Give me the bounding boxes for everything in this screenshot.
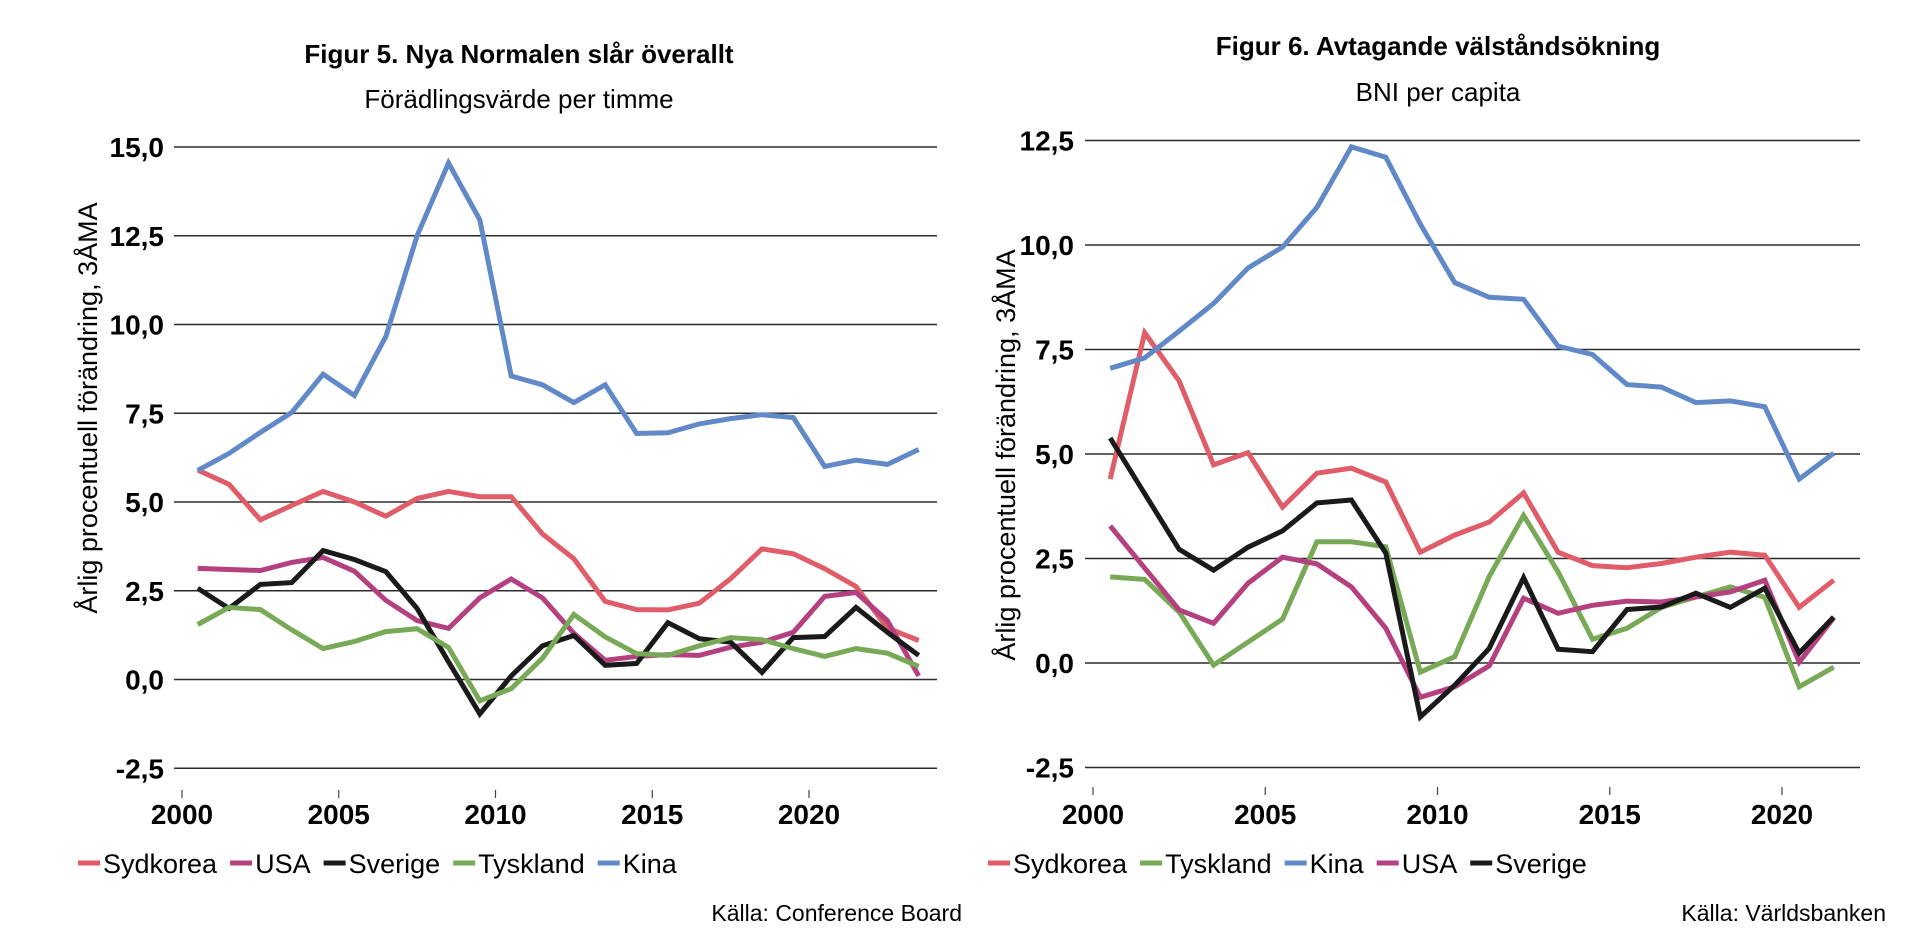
series-line-usa xyxy=(197,554,921,678)
legend-label: Kina xyxy=(1310,849,1365,879)
y-tick-label: 5,0 xyxy=(1035,439,1074,470)
x-tick-label: 2000 xyxy=(151,799,213,830)
y-tick-label: -2,5 xyxy=(116,753,164,784)
y-tick-label: 0,0 xyxy=(125,665,164,696)
legend-item-sydkorea: Sydkorea xyxy=(988,849,1128,879)
chart-figur-6: Figur 6. Avtagande välståndsökning BNI p… xyxy=(988,31,1886,926)
legend-item-tyskland: Tyskland xyxy=(1140,849,1272,879)
legend-label: USA xyxy=(1402,849,1458,879)
series-line-sverige xyxy=(196,547,921,719)
y-tick-label: 12,5 xyxy=(110,221,165,252)
legend-label: Sydkorea xyxy=(1013,849,1128,879)
chart-subtitle: BNI per capita xyxy=(1356,77,1521,107)
y-axis-label: Årlig procentuell förändring, 3ÅMA xyxy=(990,249,1021,660)
x-tick-label: 2020 xyxy=(778,799,840,830)
chart-figur-5: Figur 5. Nya Normalen slår överallt Förä… xyxy=(72,39,962,926)
x-tick-label: 2010 xyxy=(464,799,526,830)
legend-item-sverige: Sverige xyxy=(1470,849,1587,879)
series-line-sverige xyxy=(1108,436,1836,722)
y-tick-labels: -2,5 0,0 2,5 5,0 7,5 10,0 12,5 15,0 xyxy=(110,132,165,784)
series-line-usa xyxy=(1108,524,1836,701)
legend-label: Tyskland xyxy=(1165,849,1272,879)
chart-title: Figur 5. Nya Normalen slår överallt xyxy=(304,39,733,69)
gridlines xyxy=(174,146,937,770)
legend-item-kina: Kina xyxy=(1284,849,1365,879)
x-tick-label: 2015 xyxy=(1579,799,1641,830)
legend-label: Tyskland xyxy=(478,849,585,879)
series-line-tyskland xyxy=(1110,510,1835,691)
source-note: Källa: Conference Board xyxy=(711,900,962,926)
y-tick-label: 5,0 xyxy=(125,487,164,518)
legend-label: Kina xyxy=(623,849,678,879)
series-line-kina xyxy=(196,157,920,473)
x-tick-label: 2005 xyxy=(1234,799,1296,830)
legend-item-tyskland: Tyskland xyxy=(453,849,585,879)
series-lines xyxy=(1107,143,1836,722)
chart-subtitle: Förädlingsvärde per timme xyxy=(364,84,673,114)
y-tick-label: 10,0 xyxy=(110,310,165,341)
legend-item-usa: USA xyxy=(230,849,311,879)
series-lines xyxy=(196,157,921,719)
y-tick-label: 2,5 xyxy=(1035,544,1074,575)
x-tick-labels: 2000 2005 2010 2015 2020 xyxy=(151,790,840,830)
legend: Sydkorea USA Sverige Tyskland Kina xyxy=(78,849,678,879)
legend-item-kina: Kina xyxy=(597,849,678,879)
legend-item-sydkorea: Sydkorea xyxy=(78,849,218,879)
source-note: Källa: Världsbanken xyxy=(1681,900,1886,926)
x-tick-label: 2010 xyxy=(1406,799,1468,830)
y-tick-label: 12,5 xyxy=(1020,126,1075,157)
x-tick-label: 2000 xyxy=(1062,799,1124,830)
legend-label: Sverige xyxy=(1495,849,1587,879)
series-line-sydkorea xyxy=(196,467,920,643)
legend-label: Sydkorea xyxy=(103,849,218,879)
x-tick-labels: 2000 2005 2010 2015 2020 xyxy=(1062,787,1813,830)
x-tick-label: 2015 xyxy=(621,799,683,830)
legend-item-sverige: Sverige xyxy=(323,849,441,879)
y-tick-label: 10,0 xyxy=(1020,230,1075,261)
y-tick-label: -2,5 xyxy=(1026,753,1074,784)
chart-title: Figur 6. Avtagande välståndsökning xyxy=(1216,31,1661,61)
series-line-sydkorea xyxy=(1107,326,1836,612)
legend-item-usa: USA xyxy=(1376,849,1458,879)
y-tick-label: 15,0 xyxy=(110,132,165,163)
series-line-kina xyxy=(1109,143,1836,483)
x-tick-label: 2005 xyxy=(308,799,370,830)
legend-label: Sverige xyxy=(349,849,441,879)
x-tick-label: 2020 xyxy=(1751,799,1813,830)
series-line-tyskland xyxy=(196,604,920,704)
legend: Sydkorea Tyskland Kina USA Sverige xyxy=(988,849,1587,879)
y-tick-labels: -2,5 0,0 2,5 5,0 7,5 10,0 12,5 xyxy=(1020,126,1075,784)
y-tick-label: 7,5 xyxy=(1035,335,1074,366)
y-tick-label: 7,5 xyxy=(125,398,164,429)
y-tick-label: 0,0 xyxy=(1035,648,1074,679)
y-axis-label: Årlig procentuell förändring, 3ÅMA xyxy=(72,202,103,613)
legend-label: USA xyxy=(255,849,311,879)
y-tick-label: 2,5 xyxy=(125,576,164,607)
